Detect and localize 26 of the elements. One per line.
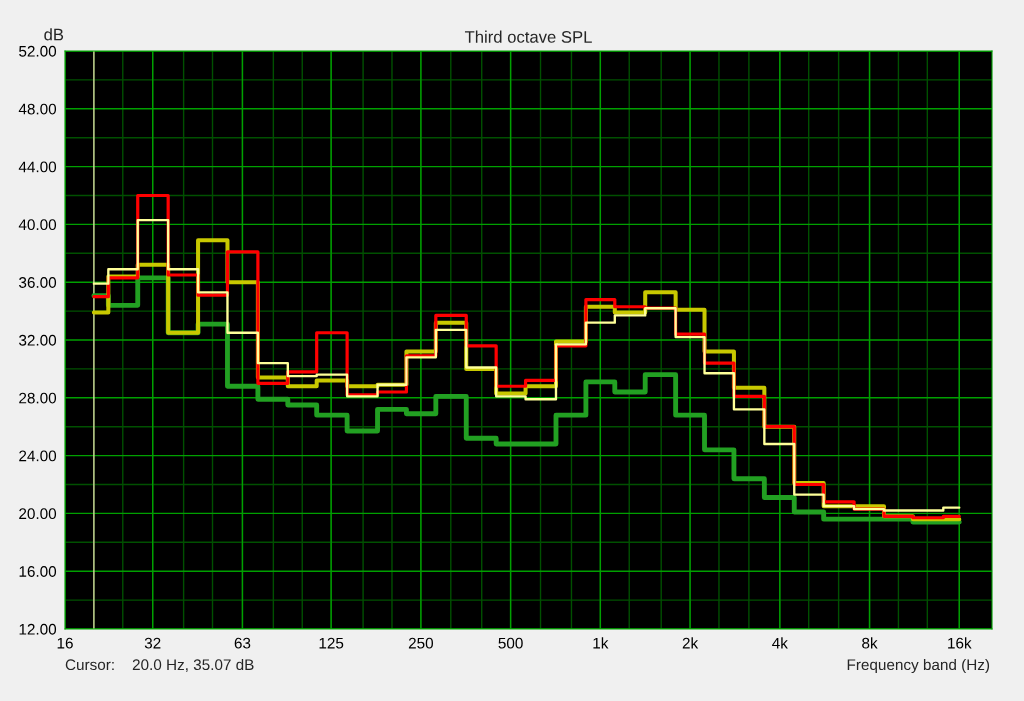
x-tick-label: 1k: [593, 637, 609, 649]
y-tick-label: 32.00: [19, 334, 57, 346]
y-axis-title: dB: [44, 28, 64, 41]
x-tick-label: 125: [319, 637, 344, 649]
x-tick-label: 16: [57, 637, 73, 649]
chart-title: Third octave SPL: [464, 30, 592, 43]
y-tick-label: 36.00: [19, 277, 57, 288]
y-tick-label: 16.00: [19, 566, 57, 577]
x-axis-title: Frequency band (Hz): [847, 658, 990, 674]
x-tick-label: 4k: [772, 637, 788, 649]
y-tick-label: 28.00: [19, 392, 57, 404]
y-tick-label: 12.00: [19, 623, 57, 635]
x-tick-label: 500: [498, 637, 523, 649]
y-tick-label: 24.00: [19, 450, 57, 462]
x-tick-label: 32: [144, 637, 161, 649]
x-tick-label: 63: [234, 637, 251, 649]
y-tick-label: 48.00: [18, 103, 57, 115]
y-tick-label: 44.00: [18, 161, 57, 173]
x-tick-label: 8k: [862, 637, 878, 649]
y-tick-label: 40.00: [18, 219, 57, 231]
text: Cursor: 20.0 Hz, 35.07 dB: [65, 658, 254, 672]
x-tick-label: 16k: [948, 637, 972, 649]
y-tick-label: 52.00: [19, 45, 57, 57]
x-tick-label: 2k: [682, 637, 699, 649]
x-tick-label: 250: [408, 637, 434, 649]
y-tick-label: 20.00: [19, 508, 57, 520]
